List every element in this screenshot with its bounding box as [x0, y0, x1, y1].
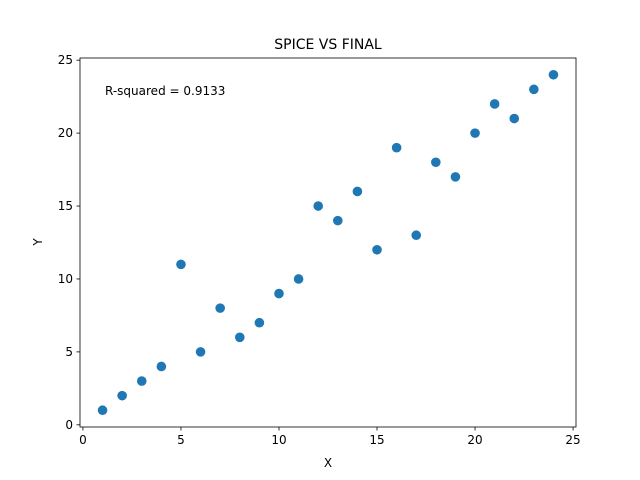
y-axis: 0 5 10 15 20 25 [58, 53, 80, 432]
x-tick-label: 10 [271, 433, 286, 447]
data-point [470, 128, 480, 138]
data-point [489, 99, 500, 109]
data-point [195, 347, 206, 357]
x-axis-label: X [324, 456, 332, 470]
data-point [97, 405, 108, 416]
data-point [136, 376, 147, 386]
data-point [274, 288, 284, 299]
y-axis-label: Y [31, 238, 45, 247]
data-point [529, 84, 539, 95]
plot-area [79, 57, 577, 428]
y-tick-label: 10 [58, 272, 73, 286]
r-squared-annotation: R-squared = 0.9133 [105, 84, 225, 98]
x-tick-label: 25 [565, 433, 580, 447]
y-tick-label: 20 [58, 126, 73, 140]
data-point [234, 332, 245, 343]
chart-title: SPICE VS FINAL [274, 37, 382, 53]
data-point [411, 230, 422, 241]
data-point [391, 142, 402, 153]
data-point [293, 274, 304, 284]
data-point [431, 157, 441, 168]
y-tick-label: 0 [65, 418, 73, 432]
data-point [352, 186, 363, 197]
data-point [254, 317, 265, 328]
y-tick-label: 15 [58, 199, 73, 213]
x-tick-label: 20 [467, 433, 482, 447]
x-tick-label: 5 [177, 433, 185, 447]
data-point [509, 113, 520, 124]
y-tick-label: 25 [58, 53, 73, 67]
data-point [215, 303, 225, 313]
data-point [548, 69, 559, 80]
x-tick-label: 15 [369, 433, 384, 447]
data-points [97, 69, 559, 416]
data-point [333, 215, 343, 226]
x-axis: 0 5 10 15 20 25 [79, 427, 581, 447]
data-point [313, 201, 323, 211]
data-point [117, 390, 127, 401]
x-tick-label: 0 [79, 433, 87, 447]
data-point [176, 259, 186, 270]
data-point [450, 172, 461, 182]
data-point [372, 244, 382, 255]
y-tick-label: 5 [65, 345, 73, 359]
data-point [156, 361, 167, 372]
